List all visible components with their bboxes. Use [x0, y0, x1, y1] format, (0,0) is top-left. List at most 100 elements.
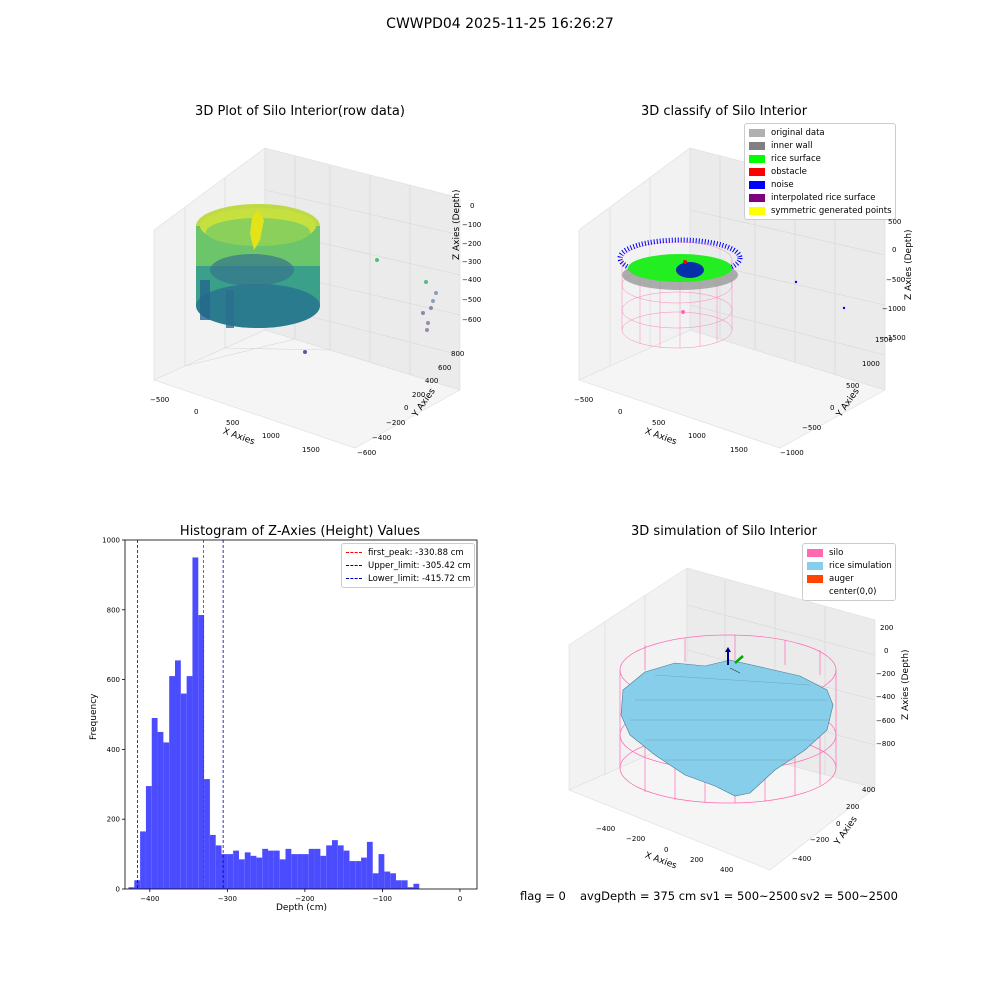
legend-label: auger [829, 573, 854, 584]
plot1-ztick: −300 [462, 258, 482, 266]
histogram-x-tick-label: −100 [373, 895, 392, 903]
legend-swatch [749, 141, 765, 150]
plot1-ztick: 0 [470, 202, 475, 210]
histogram-bar [332, 840, 338, 889]
figure-title: CWWPD04 2025-11-25 16:26:27 [386, 16, 614, 32]
histogram-bar [384, 871, 391, 889]
plot4-ztick: −600 [876, 717, 896, 725]
legend-swatch [807, 548, 823, 557]
histogram-y-tick-label: 200 [107, 816, 120, 824]
histogram-bar [291, 854, 298, 889]
histogram-bar [244, 852, 251, 889]
histogram-frame [124, 539, 478, 890]
plot2-legend: original data inner wall rice surface ob… [744, 123, 896, 220]
plot2-ytick: 0 [830, 404, 835, 412]
histogram-bar [175, 660, 181, 889]
plot1-title: 3D Plot of Silo Interior(row data) [195, 104, 405, 119]
histogram-bar [157, 731, 164, 889]
histogram-bar [186, 676, 193, 889]
legend-item: original data [745, 126, 895, 139]
histogram-bar [279, 859, 286, 889]
legend-label: noise [771, 179, 794, 190]
plot4-legend: silo rice simulation auger center(0,0) [802, 543, 896, 601]
legend-item: center(0,0) [803, 585, 895, 598]
histogram-bar [320, 855, 327, 889]
plot1-ztick: −200 [462, 240, 482, 248]
plot2-ztick: −1000 [882, 305, 906, 313]
legend-label: first_peak: -330.88 cm [368, 547, 464, 558]
legend-label: rice simulation [829, 560, 892, 571]
legend-item: inner wall [745, 139, 895, 152]
histogram-bar [349, 861, 356, 889]
legend-label: original data [771, 127, 825, 138]
legend-swatch [807, 574, 823, 583]
histogram-ylabel: Frequency [89, 693, 99, 741]
legend-label: Lower_limit: -415.72 cm [368, 573, 471, 584]
histogram-legend: first_peak: -330.88 cm Upper_limit: -305… [341, 543, 475, 588]
legend-swatch [749, 180, 765, 189]
plot4-xtick: 200 [690, 856, 704, 864]
histogram-bar [256, 857, 263, 889]
histogram-bar [343, 850, 350, 889]
plot2-ztick: −500 [886, 276, 906, 284]
plot1-ztick: −500 [462, 296, 482, 304]
legend-line [346, 565, 362, 566]
histogram-bar [326, 845, 333, 889]
histogram-bar [204, 779, 210, 889]
plot4-ytick: 0 [836, 820, 841, 828]
plot2-xtick: 1500 [730, 446, 748, 454]
plot4-ytick: −400 [792, 855, 812, 863]
legend-item: symmetric generated points [745, 204, 895, 217]
plot1-xtick: 1500 [302, 446, 320, 454]
legend-item: silo [803, 546, 895, 559]
plot2-class-points [617, 237, 846, 314]
histogram-y-tick-label: 0 [116, 886, 120, 894]
plot2-zlabel: Z Axies (Depth) [904, 229, 914, 300]
histogram-bar [134, 880, 141, 889]
histogram-bar [361, 857, 367, 889]
plot2-title: 3D classify of Silo Interior [640, 104, 808, 119]
legend-item: first_peak: -330.88 cm [342, 546, 474, 559]
legend-label: rice surface [771, 153, 821, 164]
status-flag: flag = 0 [520, 889, 566, 903]
histogram-y-tick-label: 1000 [102, 537, 120, 545]
plot4-ztick: −400 [876, 693, 896, 701]
histogram-bar [215, 845, 222, 889]
legend-swatch [749, 193, 765, 202]
status-avg-depth: avgDepth = 375 cm [580, 889, 697, 903]
plot1-xtick: 1000 [262, 432, 280, 440]
histogram-bar [378, 854, 385, 889]
histogram-x-ticks: −400 −300 −200 −100 0 [140, 889, 462, 903]
plot1-ytick: 600 [438, 364, 452, 372]
histogram-x-tick-label: −200 [295, 895, 314, 903]
histogram-bar [209, 834, 216, 889]
plot1-silo-points [196, 204, 320, 328]
plot4-title: 3D simulation of Silo Interior [631, 524, 817, 539]
histogram-bar [302, 854, 309, 889]
histogram-bar [151, 717, 158, 889]
histogram-bar [268, 850, 274, 889]
histogram-bar [163, 742, 170, 889]
histogram-bar [337, 845, 344, 889]
plot2-ytick: 1000 [862, 360, 880, 368]
plot2-xtick: 500 [652, 419, 666, 427]
legend-line [346, 578, 362, 579]
histogram-bar [180, 693, 187, 889]
histogram-bar [250, 855, 257, 889]
plot2-ztick: 0 [892, 246, 897, 254]
histogram-bar [238, 859, 245, 889]
plot2-xtick: −500 [574, 396, 594, 404]
histogram-chart: −400 −300 −200 −100 0 0 200 400 600 800 1000 [102, 537, 478, 903]
plot1-ytick: 800 [451, 350, 465, 358]
legend-label: obstacle [771, 166, 807, 177]
plot4-xtick: −200 [626, 835, 646, 843]
plot1-ytick: 400 [425, 377, 439, 385]
plot4-ztick: 200 [880, 624, 894, 632]
histogram-bar [285, 848, 292, 889]
histogram-bar [355, 861, 362, 889]
histogram-threshold-lines [137, 540, 224, 889]
histogram-bar [233, 850, 239, 889]
status-sv2: sv2 = 500~2500 [800, 889, 898, 903]
plot4-ytick: −200 [810, 836, 830, 844]
histogram-y-tick-label: 600 [107, 676, 120, 684]
